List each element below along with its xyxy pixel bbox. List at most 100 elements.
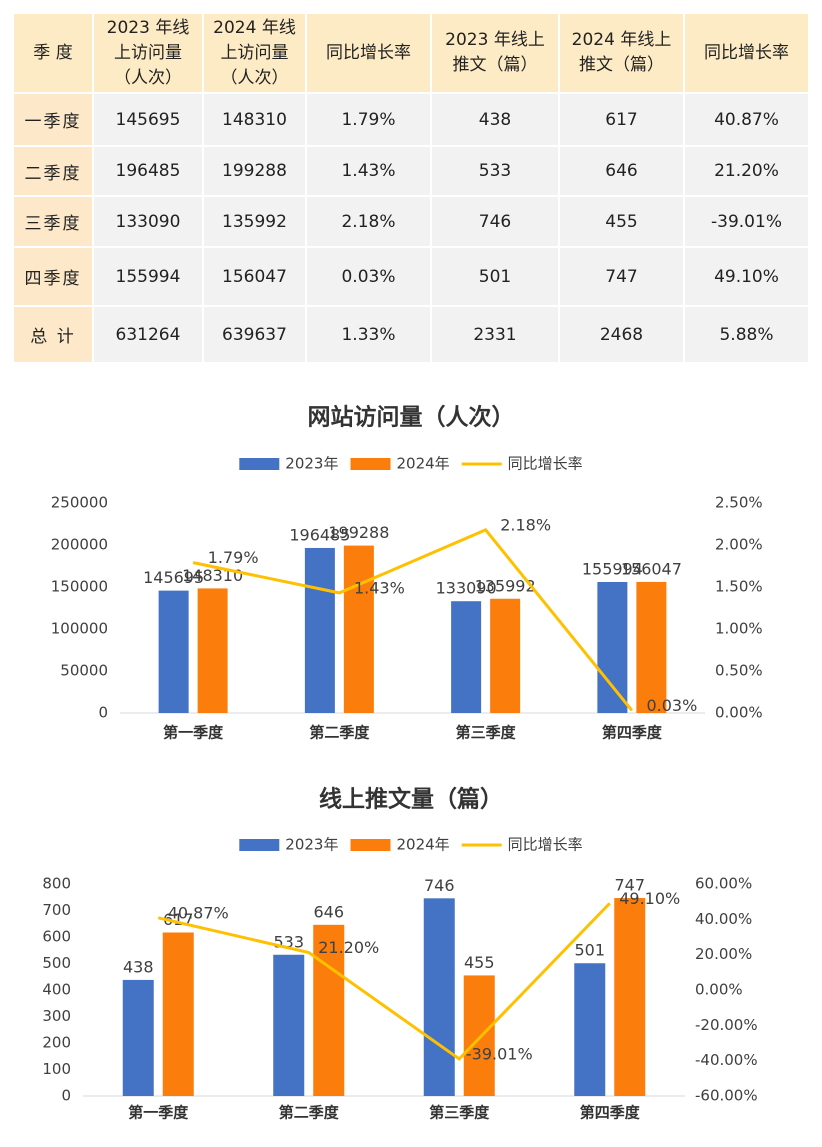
table-row: 二季度 196485 199288 1.43% 533 646 21.20% xyxy=(12,145,810,197)
bar-label: 646 xyxy=(313,902,344,921)
bar-label: 747 xyxy=(614,876,645,895)
table-cell: 三季度 xyxy=(12,195,94,248)
legend-label: 同比增长率 xyxy=(508,836,583,854)
bar xyxy=(463,975,495,1096)
x-tick-label: 第四季度 xyxy=(580,1104,641,1122)
y-tick-label: 0 xyxy=(61,1087,71,1105)
header-cell: 同比增长率 xyxy=(683,12,810,94)
table-cell: 1.79% xyxy=(305,92,432,147)
table-cell: 133090 xyxy=(92,195,204,248)
table-row: 一季度 145695 148310 1.79% 438 617 40.87% xyxy=(12,92,810,147)
x-tick-label: 第二季度 xyxy=(309,724,370,742)
table-cell: 533 xyxy=(430,145,560,197)
y-tick-label: 300 xyxy=(42,1007,71,1025)
bar xyxy=(304,547,335,713)
table-cell: 145695 xyxy=(92,92,204,147)
bar-label: 746 xyxy=(424,876,455,895)
y-tick-label: 150000 xyxy=(51,578,108,596)
table-body: 一季度 145695 148310 1.79% 438 617 40.87% 二季度 19648… xyxy=(12,92,810,364)
table-cell: 148310 xyxy=(202,92,307,147)
y-tick-label: 700 xyxy=(42,901,71,919)
table-cell: -39.01% xyxy=(683,195,810,248)
table-cell: 646 xyxy=(558,145,685,197)
header-cell: 2023 年线上访问量（人次） xyxy=(92,12,204,94)
header-cell: 同比增长率 xyxy=(305,12,432,94)
y2-tick-label: 0.00% xyxy=(715,704,763,722)
bar xyxy=(197,588,228,713)
table-cell: 5.88% xyxy=(683,305,810,364)
bar xyxy=(574,963,606,1096)
bar xyxy=(273,954,305,1096)
table-cell: 49.10% xyxy=(683,246,810,307)
bar xyxy=(451,601,482,713)
table-cell: 196485 xyxy=(92,145,204,197)
x-tick-label: 第一季度 xyxy=(128,1104,189,1122)
line-label: 21.20% xyxy=(318,938,379,957)
line-label: -39.01% xyxy=(466,1044,533,1063)
line-series xyxy=(157,902,611,1061)
x-tick-label: 第三季度 xyxy=(456,724,517,742)
bar xyxy=(614,898,646,1096)
table-row: 总 计 631264 639637 1.33% 2331 2468 5.88% xyxy=(12,305,810,364)
legend-label: 2023年 xyxy=(285,455,338,473)
table-cell: 40.87% xyxy=(683,92,810,147)
bar-label: 155994 xyxy=(582,559,643,578)
bar xyxy=(162,932,194,1096)
y2-tick-label: 0.50% xyxy=(715,662,763,680)
y-tick-label: 250000 xyxy=(51,494,108,512)
bar-label: 148310 xyxy=(182,566,243,585)
table-cell: 四季度 xyxy=(12,246,94,307)
table-cell: 1.33% xyxy=(305,305,432,364)
y2-tick-label: 0.00% xyxy=(695,981,743,999)
header-row: 季 度 2023 年线上访问量（人次） 2024 年线上访问量（人次） 同比增长率 20… xyxy=(12,12,810,94)
line-label: 1.79% xyxy=(208,548,259,567)
y2-tick-label: -40.00% xyxy=(695,1051,758,1069)
y2-tick-label: 2.00% xyxy=(715,536,763,554)
table-cell: 617 xyxy=(558,92,685,147)
table-cell: 501 xyxy=(430,246,560,307)
x-tick-label: 第三季度 xyxy=(429,1104,490,1122)
bar xyxy=(490,598,521,713)
bar-label: 501 xyxy=(574,941,605,960)
table-cell: 155994 xyxy=(92,246,204,307)
y-tick-label: 600 xyxy=(42,928,71,946)
legend-swatch xyxy=(350,458,391,470)
x-tick-label: 第四季度 xyxy=(602,724,663,742)
table-cell: 135992 xyxy=(202,195,307,248)
legend-swatch xyxy=(350,839,391,851)
bar xyxy=(343,545,374,713)
table-cell: 0.03% xyxy=(305,246,432,307)
chart-title: 网站访问量（人次） xyxy=(308,404,515,431)
y2-tick-label: 60.00% xyxy=(695,875,752,893)
x-tick-label: 第二季度 xyxy=(279,1104,340,1122)
bar-label: 133090 xyxy=(436,579,497,598)
table-row: 四季度 155994 156047 0.03% 501 747 49.10% xyxy=(12,246,810,307)
legend-label: 同比增长率 xyxy=(508,455,583,473)
legend-swatch xyxy=(239,839,280,851)
table-cell: 438 xyxy=(430,92,560,147)
bar-label: 135992 xyxy=(475,576,536,595)
chart-title: 线上推文量（篇） xyxy=(319,786,503,813)
y-tick-label: 100 xyxy=(42,1060,71,1078)
y2-tick-label: 1.00% xyxy=(715,620,763,638)
bar-label: 199288 xyxy=(328,523,389,542)
y2-tick-label: -60.00% xyxy=(695,1087,758,1105)
bar xyxy=(597,581,628,713)
table-cell: 639637 xyxy=(202,305,307,364)
bar xyxy=(423,898,455,1096)
header-cell: 2023 年线上推文（篇） xyxy=(430,12,560,94)
header-cell: 2024 年线上推文（篇） xyxy=(558,12,685,94)
table-cell: 199288 xyxy=(202,145,307,197)
bar-label: 145695 xyxy=(143,568,204,587)
bar-label: 455 xyxy=(464,953,495,972)
bar xyxy=(636,581,667,713)
y-tick-label: 200000 xyxy=(51,536,108,554)
y-tick-label: 200 xyxy=(42,1034,71,1052)
table-cell: 1.43% xyxy=(305,145,432,197)
bar xyxy=(122,979,154,1096)
bar xyxy=(158,590,189,713)
table-cell: 21.20% xyxy=(683,145,810,197)
y-tick-label: 400 xyxy=(42,981,71,999)
